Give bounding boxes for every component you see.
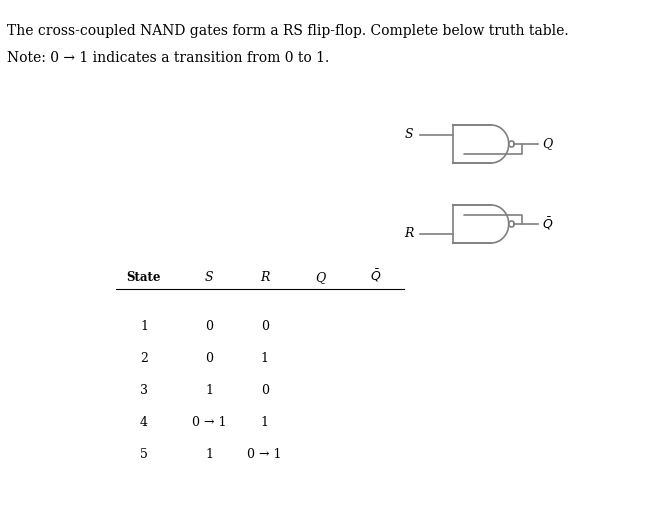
Text: 0 → 1: 0 → 1	[192, 416, 226, 429]
Text: S: S	[205, 271, 213, 284]
Text: 1: 1	[205, 384, 213, 397]
Text: State: State	[127, 271, 161, 284]
Text: S: S	[405, 128, 414, 141]
Text: $\bar{Q}$: $\bar{Q}$	[370, 267, 382, 284]
Text: R: R	[260, 271, 269, 284]
Text: 1: 1	[140, 320, 148, 333]
Text: Note: 0 → 1 indicates a transition from 0 to 1.: Note: 0 → 1 indicates a transition from …	[7, 51, 329, 65]
Text: 0: 0	[261, 384, 268, 397]
Text: Q: Q	[315, 271, 325, 284]
Text: 1: 1	[261, 416, 268, 429]
Text: 4: 4	[140, 416, 148, 429]
Text: 1: 1	[261, 351, 268, 364]
Text: 0: 0	[261, 320, 268, 333]
Text: R: R	[405, 227, 414, 240]
Text: The cross-coupled NAND gates form a RS flip-flop. Complete below truth table.: The cross-coupled NAND gates form a RS f…	[7, 24, 569, 38]
Text: $\bar{Q}$: $\bar{Q}$	[542, 216, 554, 233]
Text: 3: 3	[140, 384, 148, 397]
Text: 0: 0	[205, 351, 213, 364]
Text: 0 → 1: 0 → 1	[248, 447, 282, 460]
Text: 5: 5	[140, 447, 148, 460]
Text: 0: 0	[205, 320, 213, 333]
Text: 1: 1	[205, 447, 213, 460]
Text: 2: 2	[140, 351, 148, 364]
Text: Q: Q	[542, 138, 552, 151]
